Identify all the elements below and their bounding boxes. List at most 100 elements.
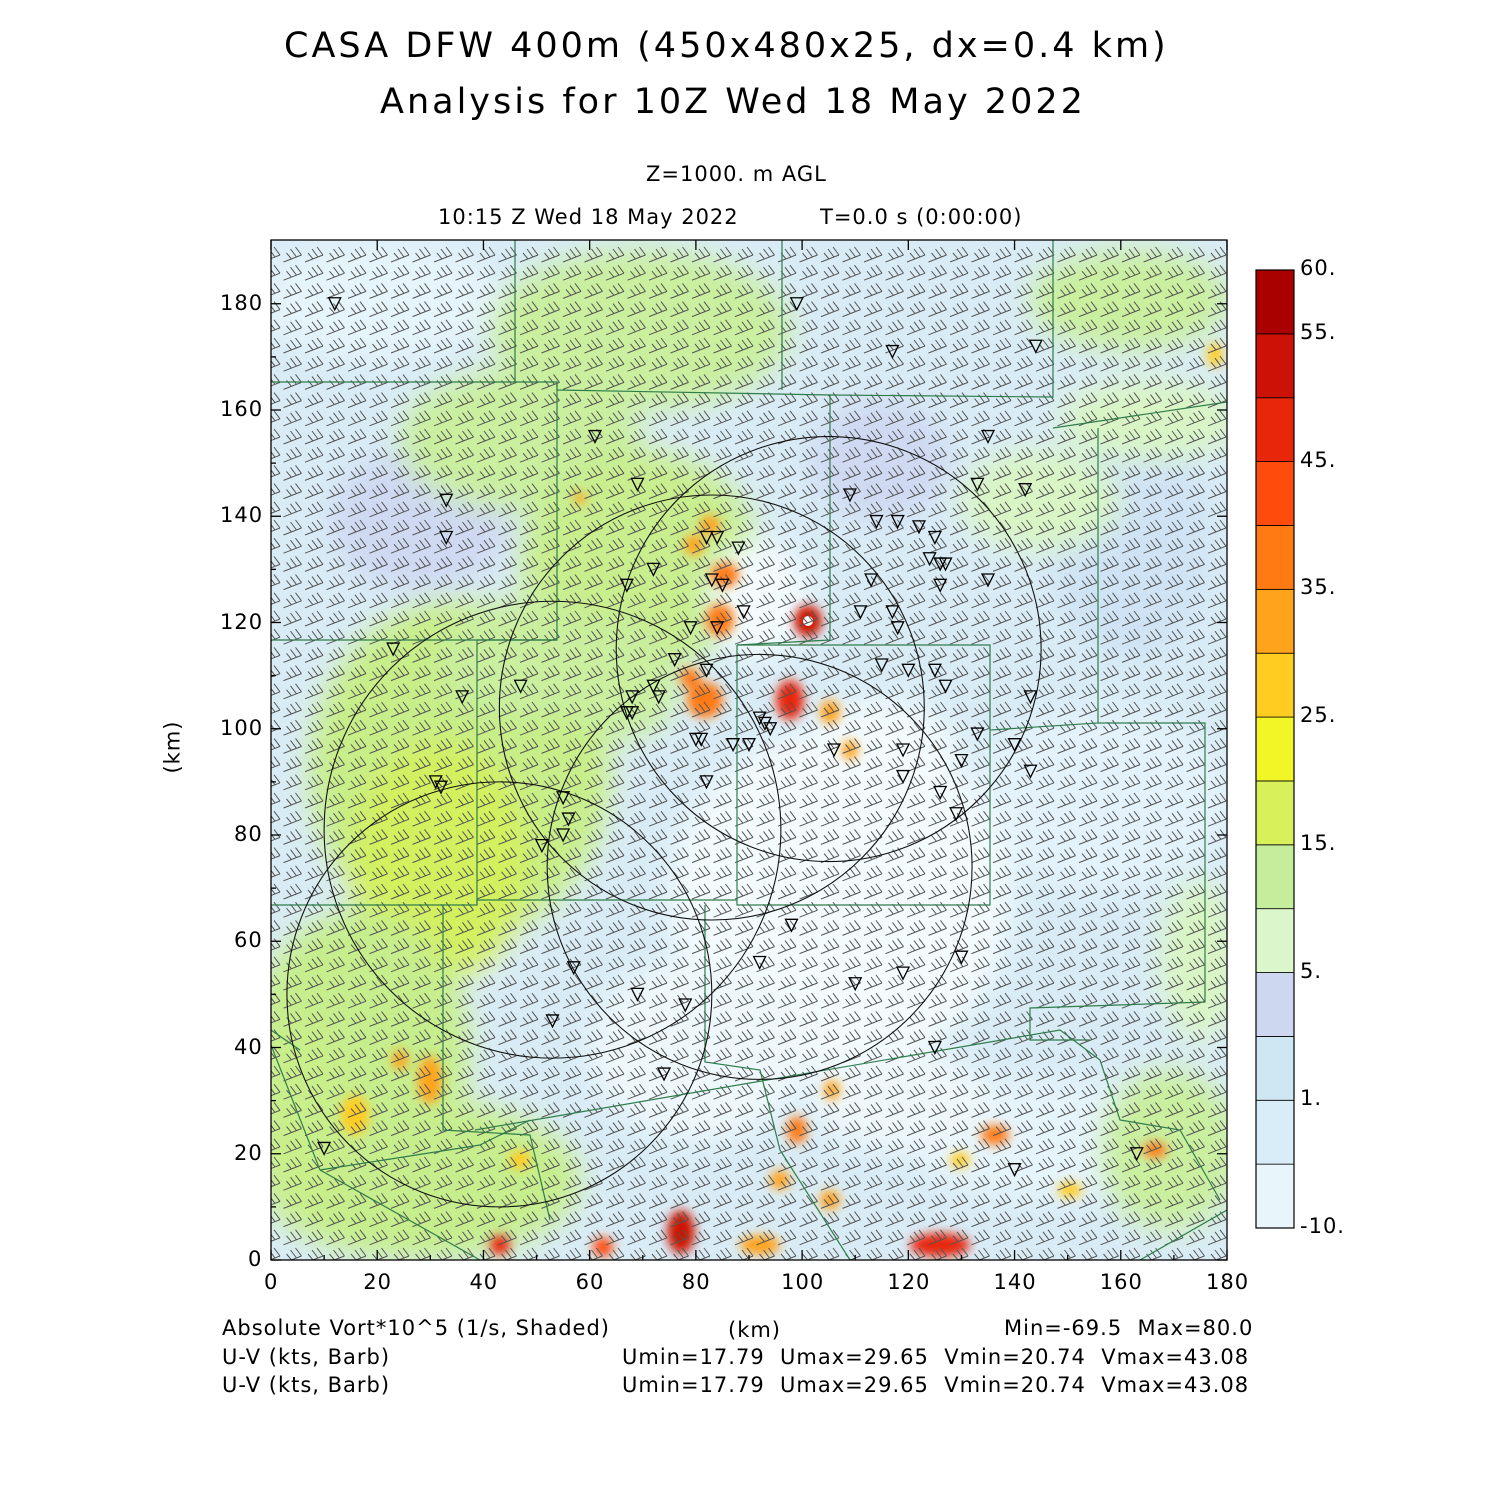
station-marker xyxy=(938,679,953,694)
wind-barb xyxy=(390,956,410,973)
wind-barb xyxy=(1207,283,1227,299)
wind-barb xyxy=(885,1156,904,1173)
wind-barb xyxy=(971,810,990,827)
wind-barb xyxy=(283,810,302,827)
wind-barb xyxy=(304,938,324,955)
wind-barb xyxy=(992,483,1012,500)
wind-barb xyxy=(842,1047,861,1064)
wind-barb xyxy=(1143,283,1162,299)
wind-barb xyxy=(971,1174,990,1191)
wind-barb xyxy=(842,628,861,645)
wind-barb xyxy=(734,992,754,1009)
wind-barb xyxy=(627,1047,646,1064)
colorbar-label: 60. xyxy=(1300,256,1337,280)
wind-barb xyxy=(777,246,797,263)
wind-barb xyxy=(992,683,1012,700)
wind-barb xyxy=(541,792,560,809)
wind-barb xyxy=(799,701,818,718)
wind-barb xyxy=(347,938,367,955)
wind-barb xyxy=(1078,1229,1098,1246)
wind-barb xyxy=(433,283,453,299)
wind-barb xyxy=(820,337,840,354)
wind-barb xyxy=(691,319,711,336)
wind-barb xyxy=(605,355,625,372)
wind-barb xyxy=(347,392,367,409)
wind-barb xyxy=(584,465,603,481)
wind-barb xyxy=(1100,1011,1119,1027)
wind-barb xyxy=(605,319,625,336)
wind-barb xyxy=(971,428,990,445)
wind-barb xyxy=(605,483,625,500)
wind-barb xyxy=(304,392,324,409)
wind-barb xyxy=(412,537,431,554)
wind-barb xyxy=(369,392,388,409)
wind-barb xyxy=(1143,938,1162,955)
wind-barb xyxy=(885,829,904,845)
wind-barb xyxy=(863,1065,883,1082)
wind-barb xyxy=(476,319,496,336)
wind-barb xyxy=(1078,665,1098,682)
wind-barb xyxy=(799,337,818,354)
wind-barb xyxy=(820,901,840,918)
wind-barb xyxy=(1078,1120,1098,1137)
wind-barb xyxy=(906,501,926,518)
wind-barb xyxy=(756,392,775,409)
wind-barb xyxy=(756,1138,775,1155)
wind-barb xyxy=(713,337,732,354)
wind-barb xyxy=(1014,1138,1033,1155)
wind-barb xyxy=(949,283,969,299)
wind-barb xyxy=(691,246,711,263)
wind-barb xyxy=(691,283,711,299)
wind-barb xyxy=(476,1193,496,1209)
wind-barb xyxy=(928,829,947,845)
wind-barb xyxy=(1143,665,1162,682)
wind-barb xyxy=(584,556,603,572)
wind-barb xyxy=(584,792,603,809)
wind-barb xyxy=(283,465,302,481)
wind-barb xyxy=(304,264,324,281)
wind-barb xyxy=(885,883,904,900)
vorticity-field xyxy=(271,240,1227,1260)
wind-barb xyxy=(992,301,1012,318)
wind-barb xyxy=(519,665,539,682)
wind-barb xyxy=(1078,355,1098,372)
wind-barb xyxy=(756,719,775,736)
wind-barb xyxy=(949,446,969,463)
wind-barb xyxy=(605,283,625,299)
wind-barb xyxy=(1100,628,1119,645)
wind-barb xyxy=(498,865,517,882)
wind-barb xyxy=(1057,847,1076,864)
wind-barb xyxy=(756,628,775,645)
station-marker xyxy=(933,578,948,593)
wind-barb xyxy=(304,1174,324,1191)
wind-barb xyxy=(756,410,775,427)
wind-barb xyxy=(971,537,990,554)
wind-barb xyxy=(369,1138,388,1155)
x-tick-label: 40 xyxy=(469,1270,499,1294)
wind-barb xyxy=(347,264,367,281)
wind-barb xyxy=(885,410,904,427)
wind-barb xyxy=(390,410,410,427)
wind-barb xyxy=(820,847,840,864)
wind-barb xyxy=(648,610,668,627)
wind-barb xyxy=(498,738,517,754)
wind-barb xyxy=(476,537,496,554)
wind-barb xyxy=(1121,738,1141,754)
wind-barb xyxy=(971,610,990,627)
wind-barb xyxy=(1121,592,1141,609)
wind-barb xyxy=(304,319,324,336)
station-marker xyxy=(1007,738,1022,753)
wind-barb xyxy=(1143,319,1162,336)
station-marker xyxy=(710,621,725,636)
wind-barb xyxy=(412,283,431,299)
wind-barb xyxy=(971,1211,990,1228)
wind-barb xyxy=(498,628,517,645)
wind-barb xyxy=(627,537,646,554)
station-marker xyxy=(911,520,927,535)
station-marker xyxy=(646,562,661,577)
wind-barb xyxy=(1186,665,1205,682)
wind-barb xyxy=(928,483,947,500)
wind-barb xyxy=(756,1102,775,1118)
wind-barb xyxy=(863,1211,883,1228)
wind-barb xyxy=(842,701,861,718)
